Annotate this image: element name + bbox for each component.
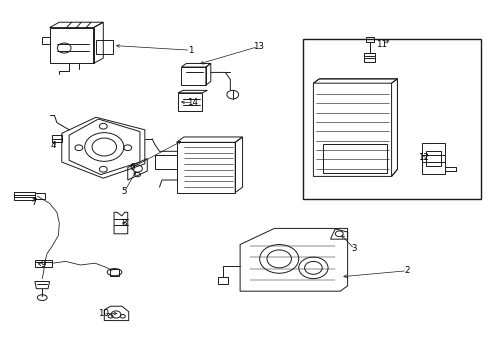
- Text: 10: 10: [98, 309, 109, 318]
- Text: 8: 8: [121, 219, 126, 228]
- Text: 12: 12: [418, 153, 429, 162]
- Text: 13: 13: [253, 42, 264, 51]
- Bar: [303, 39, 481, 199]
- Text: 4: 4: [50, 141, 56, 150]
- Text: 1: 1: [188, 46, 193, 55]
- Text: 6: 6: [129, 163, 134, 172]
- Text: 7: 7: [31, 198, 37, 207]
- Text: 14: 14: [187, 98, 198, 107]
- Text: 5: 5: [122, 187, 127, 196]
- Text: 11: 11: [376, 40, 387, 49]
- Text: 2: 2: [404, 266, 410, 275]
- Text: 3: 3: [352, 244, 357, 253]
- Text: 9: 9: [40, 260, 46, 269]
